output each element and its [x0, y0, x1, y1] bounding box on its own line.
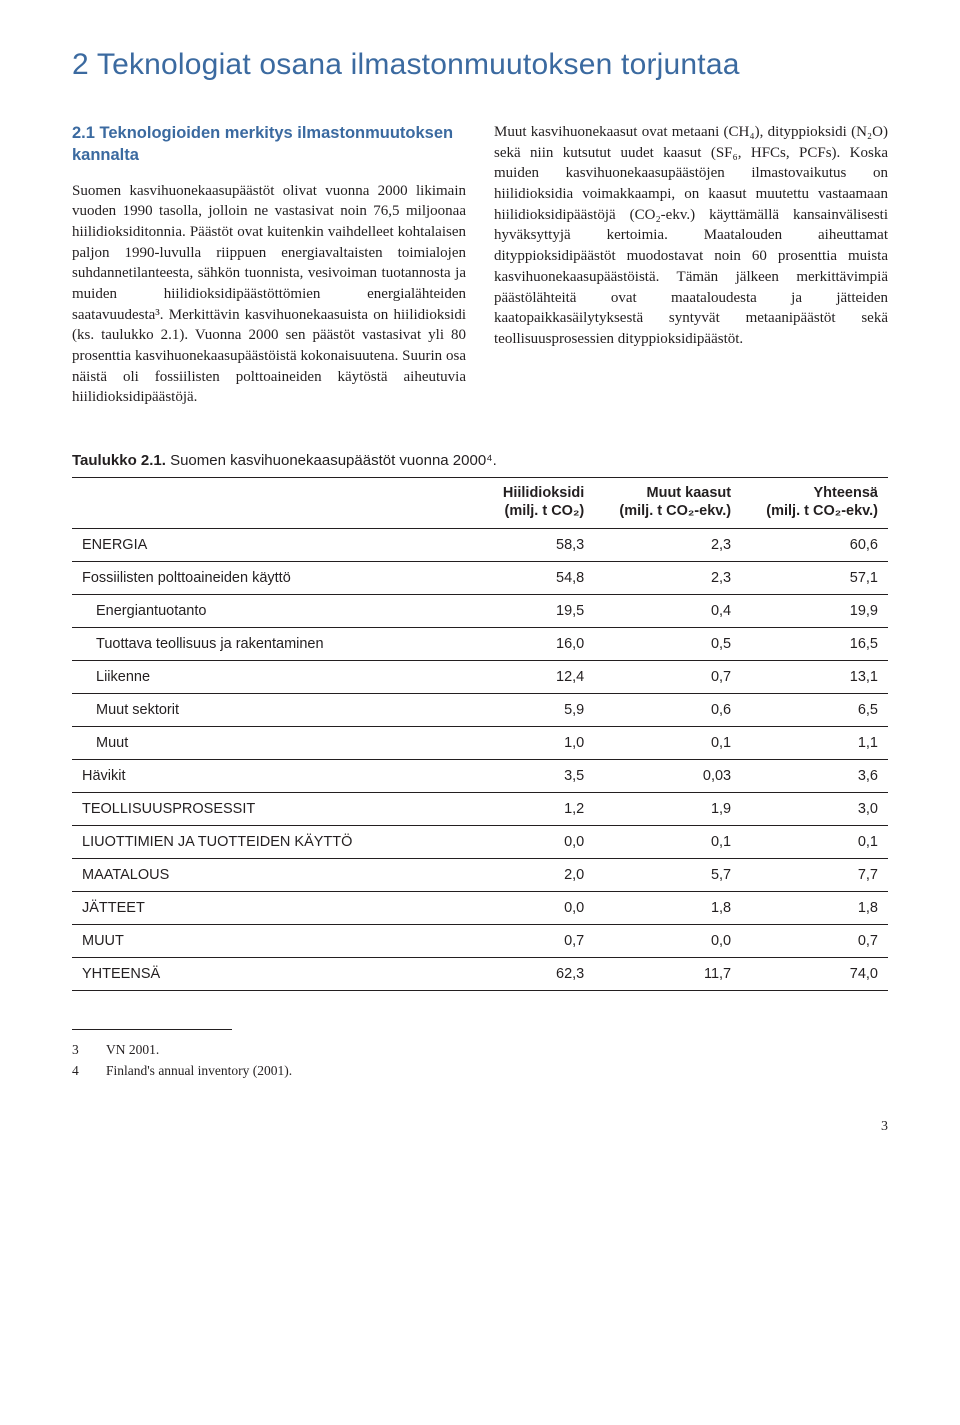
table-row: Energiantuotanto19,50,419,9	[72, 595, 888, 628]
cell-value: 0,03	[594, 760, 741, 793]
cell-value: 0,0	[447, 826, 594, 859]
cell-value: 1,8	[741, 892, 888, 925]
table-caption-text: Suomen kasvihuonekaasupäästöt vuonna 200…	[166, 452, 497, 469]
chapter-title: 2 Teknologiat osana ilmastonmuutoksen to…	[72, 48, 888, 82]
table-row: YHTEENSÄ62,311,774,0	[72, 958, 888, 991]
table-row: LIUOTTIMIEN JA TUOTTEIDEN KÄYTTÖ0,00,10,…	[72, 826, 888, 859]
table-row: TEOLLISUUSPROSESSIT1,21,93,0	[72, 793, 888, 826]
table-row: Muut1,00,11,1	[72, 727, 888, 760]
col-header-1: Hiilidioksidi(milj. t CO₂)	[447, 478, 594, 529]
cell-value: 3,5	[447, 760, 594, 793]
row-label: YHTEENSÄ	[72, 958, 447, 991]
row-label: Liikenne	[72, 661, 447, 694]
row-label: ENERGIA	[72, 529, 447, 562]
cell-value: 16,0	[447, 628, 594, 661]
cell-value: 1,2	[447, 793, 594, 826]
footnote-separator	[72, 1029, 232, 1030]
cell-value: 11,7	[594, 958, 741, 991]
row-label: Tuottava teollisuus ja rakentaminen	[72, 628, 447, 661]
footnotes: 3VN 2001.4Finland's annual inventory (20…	[72, 1040, 888, 1081]
row-label: JÄTTEET	[72, 892, 447, 925]
row-label: Energiantuotanto	[72, 595, 447, 628]
row-label: MUUT	[72, 925, 447, 958]
cell-value: 2,3	[594, 529, 741, 562]
cell-value: 0,6	[594, 694, 741, 727]
cell-value: 58,3	[447, 529, 594, 562]
col-header-label	[72, 478, 447, 529]
cell-value: 0,7	[741, 925, 888, 958]
cell-value: 54,8	[447, 562, 594, 595]
left-column: 2.1 Teknologioiden merkitys ilmastonmuut…	[72, 122, 466, 408]
cell-value: 62,3	[447, 958, 594, 991]
table-row: MAATALOUS2,05,77,7	[72, 859, 888, 892]
row-label: Muut	[72, 727, 447, 760]
cell-value: 60,6	[741, 529, 888, 562]
right-column: Muut kasvihuonekaasut ovat metaani (CH₄)…	[494, 122, 888, 408]
body-paragraph-1: Suomen kasvihuonekaasupäästöt olivat vuo…	[72, 181, 466, 409]
cell-value: 0,1	[741, 826, 888, 859]
row-label: Muut sektorit	[72, 694, 447, 727]
col-header-3: Yhteensä(milj. t CO₂-ekv.)	[741, 478, 888, 529]
cell-value: 1,0	[447, 727, 594, 760]
cell-value: 2,3	[594, 562, 741, 595]
table-row: Tuottava teollisuus ja rakentaminen16,00…	[72, 628, 888, 661]
footnote-text: VN 2001.	[106, 1040, 159, 1060]
cell-value: 0,7	[594, 661, 741, 694]
cell-value: 19,9	[741, 595, 888, 628]
cell-value: 16,5	[741, 628, 888, 661]
row-label: TEOLLISUUSPROSESSIT	[72, 793, 447, 826]
cell-value: 0,0	[594, 925, 741, 958]
cell-value: 13,1	[741, 661, 888, 694]
page-root: 2 Teknologiat osana ilmastonmuutoksen to…	[0, 0, 960, 1175]
cell-value: 0,5	[594, 628, 741, 661]
cell-value: 57,1	[741, 562, 888, 595]
cell-value: 1,1	[741, 727, 888, 760]
footnote-text: Finland's annual inventory (2001).	[106, 1061, 292, 1081]
footnote: 3VN 2001.	[72, 1040, 888, 1060]
cell-value: 3,0	[741, 793, 888, 826]
cell-value: 1,9	[594, 793, 741, 826]
col-header-2: Muut kaasut(milj. t CO₂-ekv.)	[594, 478, 741, 529]
table-row: Fossiilisten polttoaineiden käyttö54,82,…	[72, 562, 888, 595]
body-paragraph-2: Muut kasvihuonekaasut ovat metaani (CH₄)…	[494, 122, 888, 350]
footnote-number: 3	[72, 1040, 106, 1060]
table-caption: Taulukko 2.1. Suomen kasvihuonekaasupääs…	[72, 452, 888, 469]
table-row: Liikenne12,40,713,1	[72, 661, 888, 694]
cell-value: 6,5	[741, 694, 888, 727]
cell-value: 74,0	[741, 958, 888, 991]
row-label: Hävikit	[72, 760, 447, 793]
table-head: Hiilidioksidi(milj. t CO₂)Muut kaasut(mi…	[72, 478, 888, 529]
table-row: Hävikit3,50,033,6	[72, 760, 888, 793]
row-label: LIUOTTIMIEN JA TUOTTEIDEN KÄYTTÖ	[72, 826, 447, 859]
table-row: MUUT0,70,00,7	[72, 925, 888, 958]
two-column-body: 2.1 Teknologioiden merkitys ilmastonmuut…	[72, 122, 888, 408]
cell-value: 0,0	[447, 892, 594, 925]
cell-value: 5,9	[447, 694, 594, 727]
table-row: JÄTTEET0,01,81,8	[72, 892, 888, 925]
cell-value: 5,7	[594, 859, 741, 892]
cell-value: 0,1	[594, 727, 741, 760]
cell-value: 0,1	[594, 826, 741, 859]
table-row: Muut sektorit5,90,66,5	[72, 694, 888, 727]
table-caption-label: Taulukko 2.1.	[72, 452, 166, 469]
footnote: 4Finland's annual inventory (2001).	[72, 1061, 888, 1081]
cell-value: 0,4	[594, 595, 741, 628]
cell-value: 12,4	[447, 661, 594, 694]
section-heading: 2.1 Teknologioiden merkitys ilmastonmuut…	[72, 122, 466, 167]
cell-value: 1,8	[594, 892, 741, 925]
table-header-row: Hiilidioksidi(milj. t CO₂)Muut kaasut(mi…	[72, 478, 888, 529]
emissions-table: Hiilidioksidi(milj. t CO₂)Muut kaasut(mi…	[72, 477, 888, 991]
cell-value: 19,5	[447, 595, 594, 628]
table-body: ENERGIA58,32,360,6Fossiilisten polttoain…	[72, 529, 888, 991]
row-label: Fossiilisten polttoaineiden käyttö	[72, 562, 447, 595]
footnote-number: 4	[72, 1061, 106, 1081]
row-label: MAATALOUS	[72, 859, 447, 892]
cell-value: 3,6	[741, 760, 888, 793]
cell-value: 7,7	[741, 859, 888, 892]
cell-value: 0,7	[447, 925, 594, 958]
page-number: 3	[72, 1119, 888, 1135]
table-row: ENERGIA58,32,360,6	[72, 529, 888, 562]
cell-value: 2,0	[447, 859, 594, 892]
